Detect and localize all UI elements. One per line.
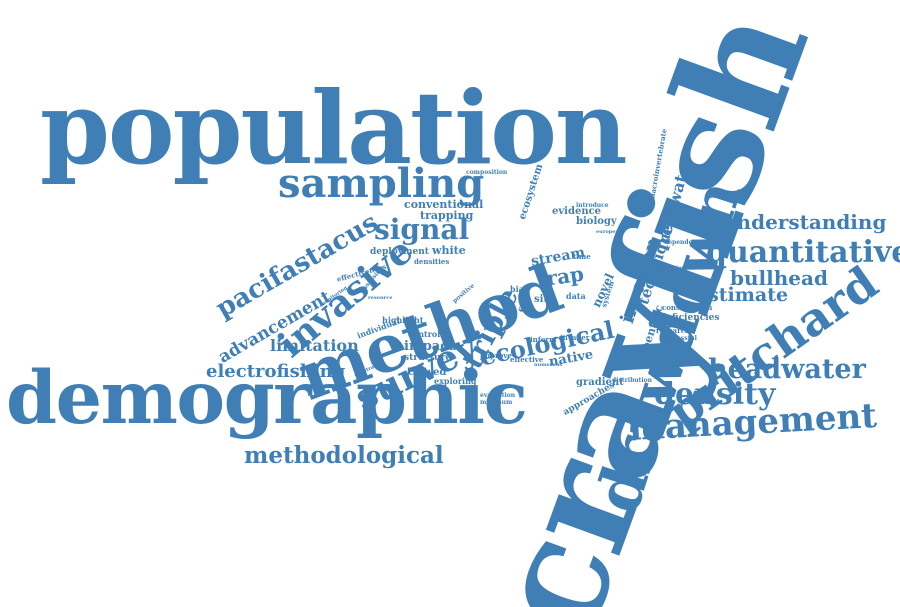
word-resource: resource — [368, 295, 393, 301]
word-conventional: conventional — [404, 198, 484, 211]
word-exploring: exploring — [434, 376, 477, 386]
word-densities: densities — [414, 257, 450, 266]
word-evidence: evidence — [552, 206, 602, 217]
word-effective: effective — [510, 355, 544, 364]
word-bias: bias — [510, 284, 529, 294]
word-dependent: dependent — [664, 239, 700, 246]
word-density: density — [654, 377, 776, 412]
word-control: control — [408, 329, 441, 339]
word-european: european — [596, 229, 623, 235]
word-inform: inform — [530, 335, 557, 344]
word-population: population — [40, 69, 628, 187]
word-evaluation: evaluation — [480, 392, 516, 399]
word-headwater: headwater — [708, 354, 866, 385]
word-research: research — [656, 326, 691, 335]
word-sampling: sampling — [278, 160, 485, 207]
word-bullhead: bullhead — [730, 266, 828, 290]
word-site: site — [534, 294, 555, 305]
word-structure: structure — [404, 353, 452, 363]
word-numerous: numerous — [534, 362, 563, 368]
word-clawed: clawed — [408, 367, 447, 378]
word-introduce: introduce — [576, 202, 609, 209]
word-understanding: understanding — [722, 210, 887, 234]
word-white: white — [432, 244, 466, 257]
word-distribution: distribution — [612, 377, 653, 384]
word-deficiencies: deficiencies — [660, 313, 720, 323]
word-quantitative: quantitative — [706, 235, 900, 270]
word-demographic: demographic — [6, 355, 528, 441]
word-methodological: methodological — [244, 442, 444, 469]
word-biology: biology — [576, 216, 617, 227]
word-improve: improve — [480, 351, 512, 360]
word-operation: operation — [658, 265, 686, 271]
word-deployment: deployment — [370, 247, 429, 257]
word-successful: successful — [662, 335, 697, 342]
word-electrofishing: electrofishing — [206, 361, 346, 382]
word-minimum: minimum — [480, 399, 513, 406]
word-data: data — [566, 291, 586, 301]
word-gradient: gradient — [576, 377, 624, 388]
word-signal: signal — [374, 213, 470, 246]
word-estimate: estimate — [696, 284, 789, 306]
word-highlight: highlight — [382, 315, 424, 325]
word-invader: invader — [560, 333, 590, 342]
word-limitation: limitation — [270, 336, 359, 355]
word-conservation: conservation — [662, 303, 713, 312]
word-trapping: trapping — [420, 209, 474, 222]
word-time: time — [573, 252, 591, 261]
word-impact: impact — [404, 339, 455, 354]
word-composition: composition — [466, 169, 508, 176]
